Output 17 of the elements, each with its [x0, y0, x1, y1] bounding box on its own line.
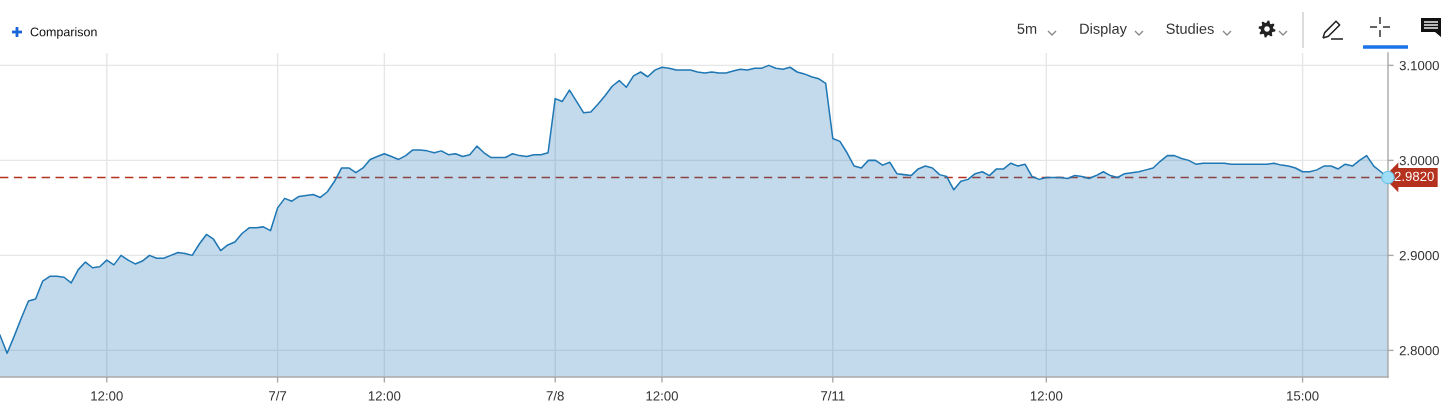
x-tick-label: 12:00 [368, 391, 401, 401]
y-tick-label: 3.0000 [1399, 155, 1439, 166]
text: Comparison [30, 27, 97, 39]
x-tick-label: 12:00 [646, 391, 678, 401]
text: 5m [1017, 23, 1037, 34]
y-tick-label: 3.1000 [1399, 60, 1439, 71]
x-tick-label: 12:00 [1030, 391, 1063, 401]
x-tick-label: 7/8 [546, 390, 564, 401]
x-tick-label: 7/7 [269, 390, 287, 401]
ref-line-label: 2.9820 [1394, 171, 1434, 182]
y-tick-label: 2.8000 [1399, 345, 1439, 356]
x-tick-label: 12:00 [91, 391, 123, 401]
x-tick-label: 7/11 [821, 390, 845, 401]
x-tick-label: 15:00 [1287, 391, 1319, 401]
y-tick-label: 2.9000 [1399, 250, 1439, 261]
text: Studies [1166, 23, 1214, 34]
text: Display [1080, 23, 1127, 37]
